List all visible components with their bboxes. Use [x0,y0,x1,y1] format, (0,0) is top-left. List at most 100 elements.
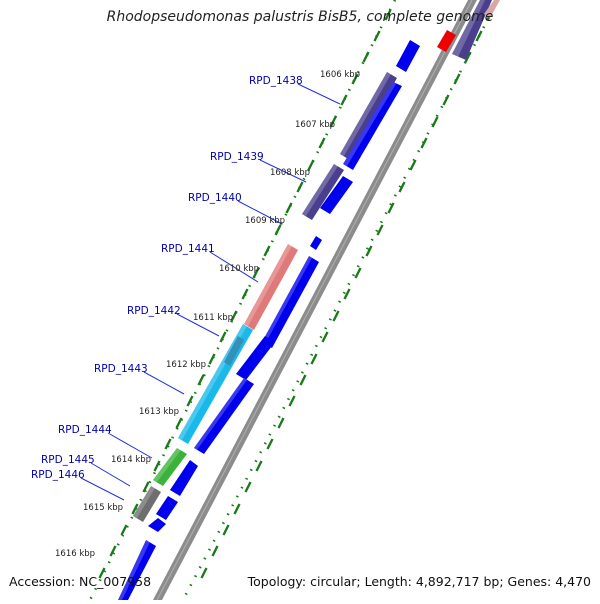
gene-leader-line [90,462,131,487]
gene-rpd-1438 [340,72,397,160]
gene-label: RPD_1439 [210,151,264,163]
outer-tick-mark [296,181,304,193]
gene-features [118,0,500,600]
gene-leader-line [176,313,220,337]
gene-rpd-1443 [224,336,244,366]
gene-forward-k-shade [118,540,150,600]
outer-tick-mark [351,73,359,85]
inner-tick-mark [244,481,252,493]
outer-tick-mark [285,202,293,214]
accession-text: Accession: NC_007958 [9,574,152,589]
inner-tick-mark [288,395,296,407]
inner-tick-mark [442,94,450,106]
scale-label: 1615 kbp [83,503,123,513]
inner-tick-mark [332,310,340,322]
outer-tick-mark [241,288,249,300]
gene-forward-b [343,82,402,170]
gene-forward-a [396,40,420,72]
gene-leader-line [237,200,283,225]
gene-forward-e [262,256,319,348]
outer-tick-mark [175,417,183,429]
inner-tick-mark [343,288,351,300]
gene-label: RPD_1438 [249,75,303,87]
gene-leader-line [143,371,185,395]
inner-tick-mark [299,374,307,386]
outer-tick-mark [131,503,139,515]
outer-tick-mark [318,137,326,149]
gene-rpd-1445-shade [133,486,155,518]
scale-label: 1608 kbp [270,168,310,178]
inner-tick-mark [387,202,395,214]
outer-tick-mark [307,159,315,171]
gene-label: RPD_1440 [188,192,242,204]
inner-tick-mark [475,30,483,42]
outer-tick-mark [263,245,271,257]
gene-label: RPD_1446 [31,469,85,481]
inner-tick-mark [277,417,285,429]
outer-tick-mark [197,374,205,386]
gene-labels: RPD_1438 RPD_1439 RPD_1440 RPD_1441 RPD_1442… [31,75,303,481]
gene-rpd-1444-shade [153,448,181,482]
map-title: Rhodopseudomonas palustris BisB5, comple… [106,9,494,25]
gene-leader-line [80,477,125,501]
scale-label: 1611 kbp [193,313,233,323]
scale-label: 1607 kbp [295,120,335,130]
inner-tick-mark [431,116,439,128]
backbone-highlight [156,0,473,601]
gene-label: RPD_1445 [41,454,95,466]
outer-tick-mark [384,9,392,21]
gene-label: RPD_1442 [127,305,181,317]
inner-tick-mark [211,545,219,557]
gene-leader-line [209,251,259,283]
inner-tick-mark [354,267,362,279]
outer-tick-mark [120,524,128,536]
scale-label: 1609 kbp [245,216,285,226]
inner-tick-mark [420,137,428,149]
inner-tick-mark [255,460,263,472]
inner-tick-mark [409,159,417,171]
outer-tick-mark [208,353,216,365]
gene-leader-line [297,83,341,105]
inner-tick-mark [453,73,461,85]
gene-rpd-1439-shade [302,164,338,216]
outer-tick-mark [230,310,238,322]
outer-tick-line [88,0,397,601]
scale-label: 1613 kbp [139,407,179,417]
outer-tick-mark [153,460,161,472]
outer-tick-mark [362,51,370,63]
gene-forward-h [170,460,198,496]
gene-label: RPD_1443 [94,363,148,375]
gene-leader-line [259,159,307,183]
inner-tick-mark [233,503,241,515]
outer-tick-mark [252,267,260,279]
gene-leader-line [107,432,153,459]
outer-tick-mark [329,116,337,128]
gene-label: RPD_1444 [58,424,112,436]
gene-top-reverse [452,0,492,60]
gene-forward-f [236,336,275,380]
inner-tick-mark [200,567,208,579]
gene-rpd-1444 [153,448,187,486]
gene-forward-j [148,518,166,532]
scale-label: 1606 kbp [320,70,360,80]
scale-labels: 1606 kbp 1607 kbp 1608 kbp 1609 kbp 1610 kbp… [55,70,360,559]
gene-top-reverse-shade [452,0,485,57]
gene-forward-g-shade [194,378,247,450]
gene-rpd-1438-shade [340,72,391,156]
tick-marks [88,0,500,601]
scale-label: 1614 kbp [111,455,151,465]
inner-tick-mark [222,524,230,536]
gene-forward-i [156,496,178,520]
inner-tick-mark [321,331,329,343]
gene-forward-d [310,236,322,250]
scale-label: 1616 kbp [55,549,95,559]
gene-forward-k [118,540,156,600]
inner-tick-mark [464,51,472,63]
gene-top-pink [484,0,500,18]
inner-tick-mark [310,353,318,365]
outer-tick-mark [98,567,106,579]
gene-forward-c [320,176,353,214]
outer-tick-mark [219,331,227,343]
